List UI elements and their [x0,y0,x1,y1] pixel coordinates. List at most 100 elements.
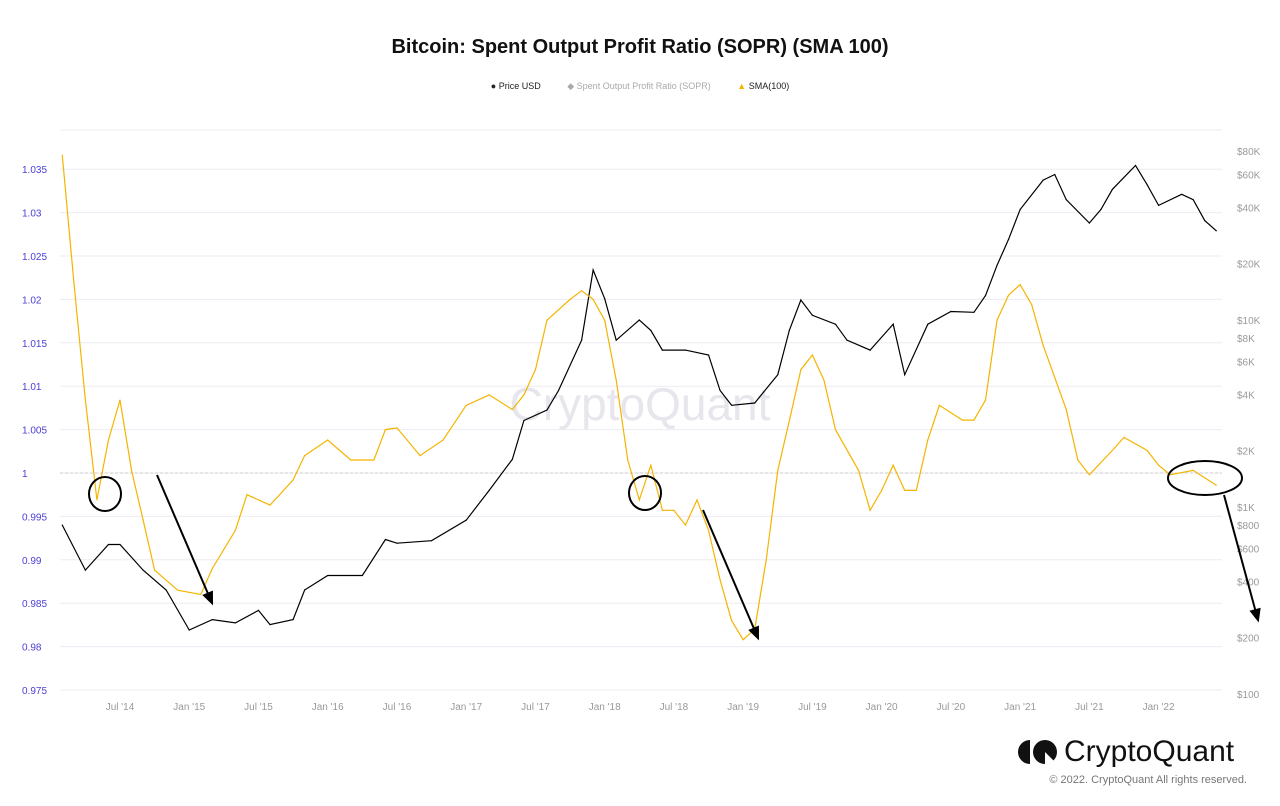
price-point [950,310,952,313]
x-tick-label: Jan '16 [312,702,344,713]
price-point [1088,222,1090,224]
sma-point [1042,344,1044,347]
price-point [661,349,663,351]
price-point [1054,173,1056,176]
sma-point [1065,409,1067,411]
sma-point [984,399,987,401]
right-tick-label: $6K [1237,357,1255,368]
sma-point [373,459,375,461]
x-tick-label: Jul '21 [1075,702,1104,713]
sma-point [1077,459,1079,461]
right-tick-label: $8K [1237,334,1255,345]
price-point [107,543,110,546]
price-point [211,618,213,621]
price-point [188,629,190,631]
sma-point [927,439,929,441]
price-point [684,349,687,351]
price-point [257,609,260,611]
annotation-circle [628,475,662,511]
annotation-arrow [156,474,213,604]
sma-point [627,459,629,461]
price-point [234,622,236,624]
sma-point [84,399,86,401]
left-tick-label: 0.995 [22,512,47,523]
price-point [788,329,790,331]
price-point [119,543,121,546]
left-tick-label: 1.01 [22,382,42,393]
price-point [1007,238,1010,240]
sma-point [777,469,779,471]
price-point [384,538,387,541]
right-tick-label: $1K [1237,503,1255,514]
legend-label: Spent Output Profit Ratio (SOPR) [576,81,711,91]
price-point [488,489,490,491]
sma-point [419,455,421,457]
sma-point [615,379,617,381]
legend: ● Price USD ◆ Spent Output Profit Ratio … [0,81,1280,92]
sma-point [904,489,906,491]
right-tick-label: $40K [1237,203,1261,214]
price-point [904,374,906,376]
right-tick-label: $2K [1237,447,1255,458]
watermark: CryptoQuant [510,378,771,430]
x-tick-label: Jan '17 [450,702,482,713]
sma-point [327,439,329,441]
x-tick-label: Jan '15 [173,702,205,713]
sma-point [996,319,998,321]
price-point [638,319,640,321]
legend-item-sopr[interactable]: ◆ Spent Output Profit Ratio (SOPR) [567,81,711,91]
sma-point [234,529,236,531]
sma-point [592,298,594,300]
legend-item-price[interactable]: ● Price USD [490,81,541,91]
sma-point [742,639,744,641]
sma-point [246,494,248,496]
sma-point [638,499,640,501]
sma-point [304,455,306,457]
legend-item-sma[interactable]: ▲ SMA(100) [737,81,789,91]
sma-point [707,529,710,531]
price-point [1065,199,1067,201]
price-point [396,542,398,544]
x-tick-label: Jan '19 [727,702,759,713]
sma-point [269,504,271,506]
price-point [731,404,733,406]
annotation-circle [88,476,122,512]
price-point [511,458,513,460]
sma-point [719,579,721,581]
price-point [811,314,814,316]
price-point [984,295,987,297]
price-point [650,329,652,331]
price-point [84,569,86,571]
x-tick-label: Jul '15 [244,702,273,713]
price-point [800,299,802,301]
price-point [546,409,548,411]
sma-point [442,439,444,441]
sma-point [961,419,964,421]
logo-text: CryptoQuant [1064,735,1235,768]
right-tick-label: $80K [1237,147,1261,158]
price-point [846,339,848,341]
right-tick-label: $100 [1237,690,1260,701]
sma-point [696,499,698,501]
x-tick-label: Jul '20 [937,702,966,713]
sma-point [857,469,860,471]
price-point [1215,230,1217,232]
right-tick-label: $800 [1237,521,1260,532]
arrow-head-icon [748,625,760,641]
sma-point [119,399,121,401]
price-point [834,323,837,325]
legend-label: SMA(100) [748,81,790,91]
arrow-head-icon [202,590,214,606]
arrow-head-icon [1249,607,1261,623]
x-tick-label: Jan '20 [866,702,898,713]
right-tick-label: $4K [1237,390,1255,401]
price-point [1019,208,1021,211]
price-point [615,339,617,341]
price-point [581,339,583,341]
price-point [707,354,710,356]
price-point [996,264,998,266]
price-point [523,419,525,422]
right-tick-label: $20K [1237,260,1261,271]
sma-point [973,419,975,421]
annotation-arrow [1223,494,1259,621]
